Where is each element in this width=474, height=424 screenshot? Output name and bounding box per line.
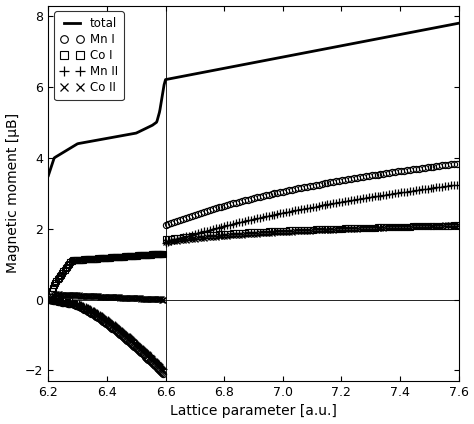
X-axis label: Lattice parameter [a.u.]: Lattice parameter [a.u.] <box>170 404 337 418</box>
Legend: total, Mn I, Co I, Mn II, Co II: total, Mn I, Co I, Mn II, Co II <box>54 11 124 100</box>
Y-axis label: Magnetic moment [μB]: Magnetic moment [μB] <box>6 113 19 273</box>
